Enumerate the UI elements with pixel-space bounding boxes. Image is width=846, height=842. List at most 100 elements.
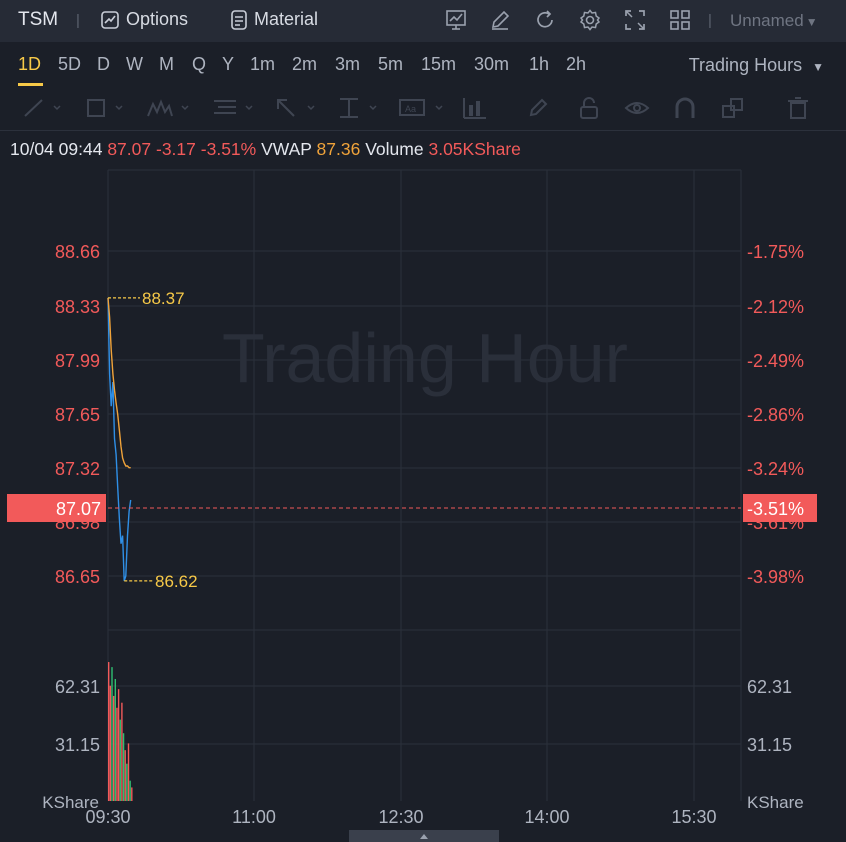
- volume-label: Volume: [365, 139, 424, 159]
- timeframe-m[interactable]: M: [159, 54, 174, 74]
- volume-bar: [112, 695, 115, 801]
- volume-bar: [117, 689, 120, 801]
- pct-tick-label: -3.98%: [747, 567, 804, 587]
- layout-selector[interactable]: Unnamed ▼: [730, 11, 818, 31]
- delete-trash-icon[interactable]: [785, 96, 811, 120]
- pct-tick-label: -3.24%: [747, 459, 804, 479]
- volume-bar: [121, 702, 123, 801]
- timeframe-3m[interactable]: 3m: [335, 54, 361, 74]
- timeframe-bar: 1D 5D D W M Q Y 1m 2m 3m 5m 15m 30m 1h 2…: [0, 42, 846, 87]
- timeframe-y[interactable]: Y: [222, 54, 235, 74]
- grid-layout-icon[interactable]: [668, 8, 692, 32]
- volume-bar: [127, 743, 130, 801]
- indicator-icon[interactable]: [444, 8, 468, 32]
- copy-layers-icon[interactable]: [720, 96, 746, 120]
- time-tick-label: 12:30: [378, 807, 423, 827]
- pct-tick-label: -1.75%: [747, 242, 804, 262]
- refresh-icon[interactable]: [533, 8, 557, 32]
- active-timeframe-indicator: [18, 83, 43, 86]
- volume-tick-label: 31.15: [747, 735, 792, 755]
- chart-grid: [107, 169, 742, 801]
- volume-tick-label: 62.31: [747, 677, 792, 697]
- high-marker-label: 88.37: [142, 289, 185, 308]
- timeframe-1m[interactable]: 1m: [250, 54, 276, 74]
- time-tick-label: 11:00: [232, 807, 276, 827]
- volume-bar: [108, 662, 110, 801]
- fullscreen-icon[interactable]: [623, 8, 647, 32]
- vwap-value: 87.36: [316, 139, 361, 159]
- vwap-label: VWAP: [261, 139, 312, 159]
- material-button[interactable]: Material: [230, 9, 319, 31]
- high-low-markers: 88.37 86.62: [108, 289, 198, 591]
- volume-tick-label: 31.15: [55, 735, 100, 755]
- current-pct-badge: [743, 494, 817, 522]
- text-annotation-tool-icon[interactable]: Aa: [398, 96, 446, 120]
- quote-change: -3.17: [156, 139, 196, 159]
- volume-unit-label: KShare: [747, 793, 804, 812]
- quote-info-line: 10/04 09:44 87.07 -3.17 -3.51% VWAP 87.3…: [10, 139, 521, 160]
- fibonacci-tool-icon[interactable]: [212, 96, 256, 120]
- session-label: Trading Hours: [688, 55, 803, 75]
- settings-gear-icon[interactable]: [578, 8, 602, 32]
- quote-change-pct: -3.51%: [200, 139, 257, 159]
- price-series-line: [107, 297, 132, 582]
- svg-text:Aa: Aa: [405, 104, 416, 114]
- layout-name: Unnamed: [730, 11, 804, 30]
- volume-value: 3.05KShare: [428, 139, 521, 159]
- arrow-tool-icon[interactable]: [274, 96, 318, 120]
- timeframe-1h[interactable]: 1h: [529, 54, 550, 74]
- timeframe-5m[interactable]: 5m: [378, 54, 404, 74]
- dropdown-caret-icon: ▼: [805, 15, 818, 29]
- price-tick-label: 88.33: [55, 297, 100, 317]
- measure-tool-icon[interactable]: [336, 96, 380, 120]
- top-toolbar: TSM | Options Material: [0, 0, 846, 42]
- edit-drawing-icon[interactable]: [488, 8, 512, 32]
- chart-watermark: Trading Hour: [222, 319, 628, 397]
- separator: |: [76, 12, 80, 29]
- price-tick-label: 88.66: [55, 242, 100, 262]
- timeframe-1d[interactable]: 1D: [18, 54, 42, 74]
- timeframe-2h[interactable]: 2h: [566, 54, 587, 74]
- volume-bar: [124, 750, 126, 801]
- visibility-eye-icon[interactable]: [624, 96, 650, 120]
- options-button[interactable]: Options: [100, 9, 188, 30]
- timeframe-5d[interactable]: 5D: [58, 54, 82, 74]
- scroll-handle[interactable]: [349, 830, 499, 842]
- trendline-tool-icon[interactable]: [22, 96, 64, 120]
- pattern-tool-icon[interactable]: [146, 96, 192, 120]
- rectangle-tool-icon[interactable]: [84, 96, 126, 120]
- timeframe-q[interactable]: Q: [192, 54, 207, 74]
- volume-bar: [131, 787, 133, 801]
- price-tick-label: 87.99: [55, 351, 100, 371]
- drawing-toolbar: Aa: [0, 87, 846, 131]
- volume-bar: [109, 685, 112, 801]
- timeframe-w[interactable]: W: [126, 54, 143, 74]
- volume-tick-label: 62.31: [55, 677, 100, 697]
- price-tick-label: 87.65: [55, 405, 100, 425]
- timeframe-15m[interactable]: 15m: [421, 54, 457, 74]
- material-label: Material: [254, 9, 319, 29]
- volume-unit-label: KShare: [42, 793, 99, 812]
- lock-icon[interactable]: [576, 96, 602, 120]
- current-pct-label: -3.51%: [747, 499, 804, 519]
- pct-tick-label: -2.49%: [747, 351, 804, 371]
- low-marker-label: 86.62: [155, 572, 198, 591]
- volume-bar: [111, 667, 113, 801]
- timeframe-2m[interactable]: 2m: [292, 54, 318, 74]
- brush-tool-icon[interactable]: [526, 96, 552, 120]
- timeframe-30m[interactable]: 30m: [474, 54, 510, 74]
- current-price-badge: [7, 494, 106, 522]
- volume-bar: [114, 678, 116, 801]
- candle-chart-tool-icon[interactable]: [462, 96, 488, 120]
- quote-datetime: 10/04 09:44: [10, 139, 103, 159]
- timeframe-d[interactable]: D: [97, 54, 110, 74]
- symbol-label[interactable]: TSM: [18, 9, 59, 30]
- vwap-series-line: [107, 297, 131, 469]
- document-icon: [231, 10, 247, 31]
- chevron-up-icon[interactable]: [420, 834, 428, 839]
- session-selector[interactable]: Trading Hours ▼: [689, 55, 824, 76]
- current-price-label: 87.07: [56, 499, 101, 519]
- price-tick-label: 86.65: [55, 567, 100, 587]
- magnet-icon[interactable]: [672, 96, 698, 120]
